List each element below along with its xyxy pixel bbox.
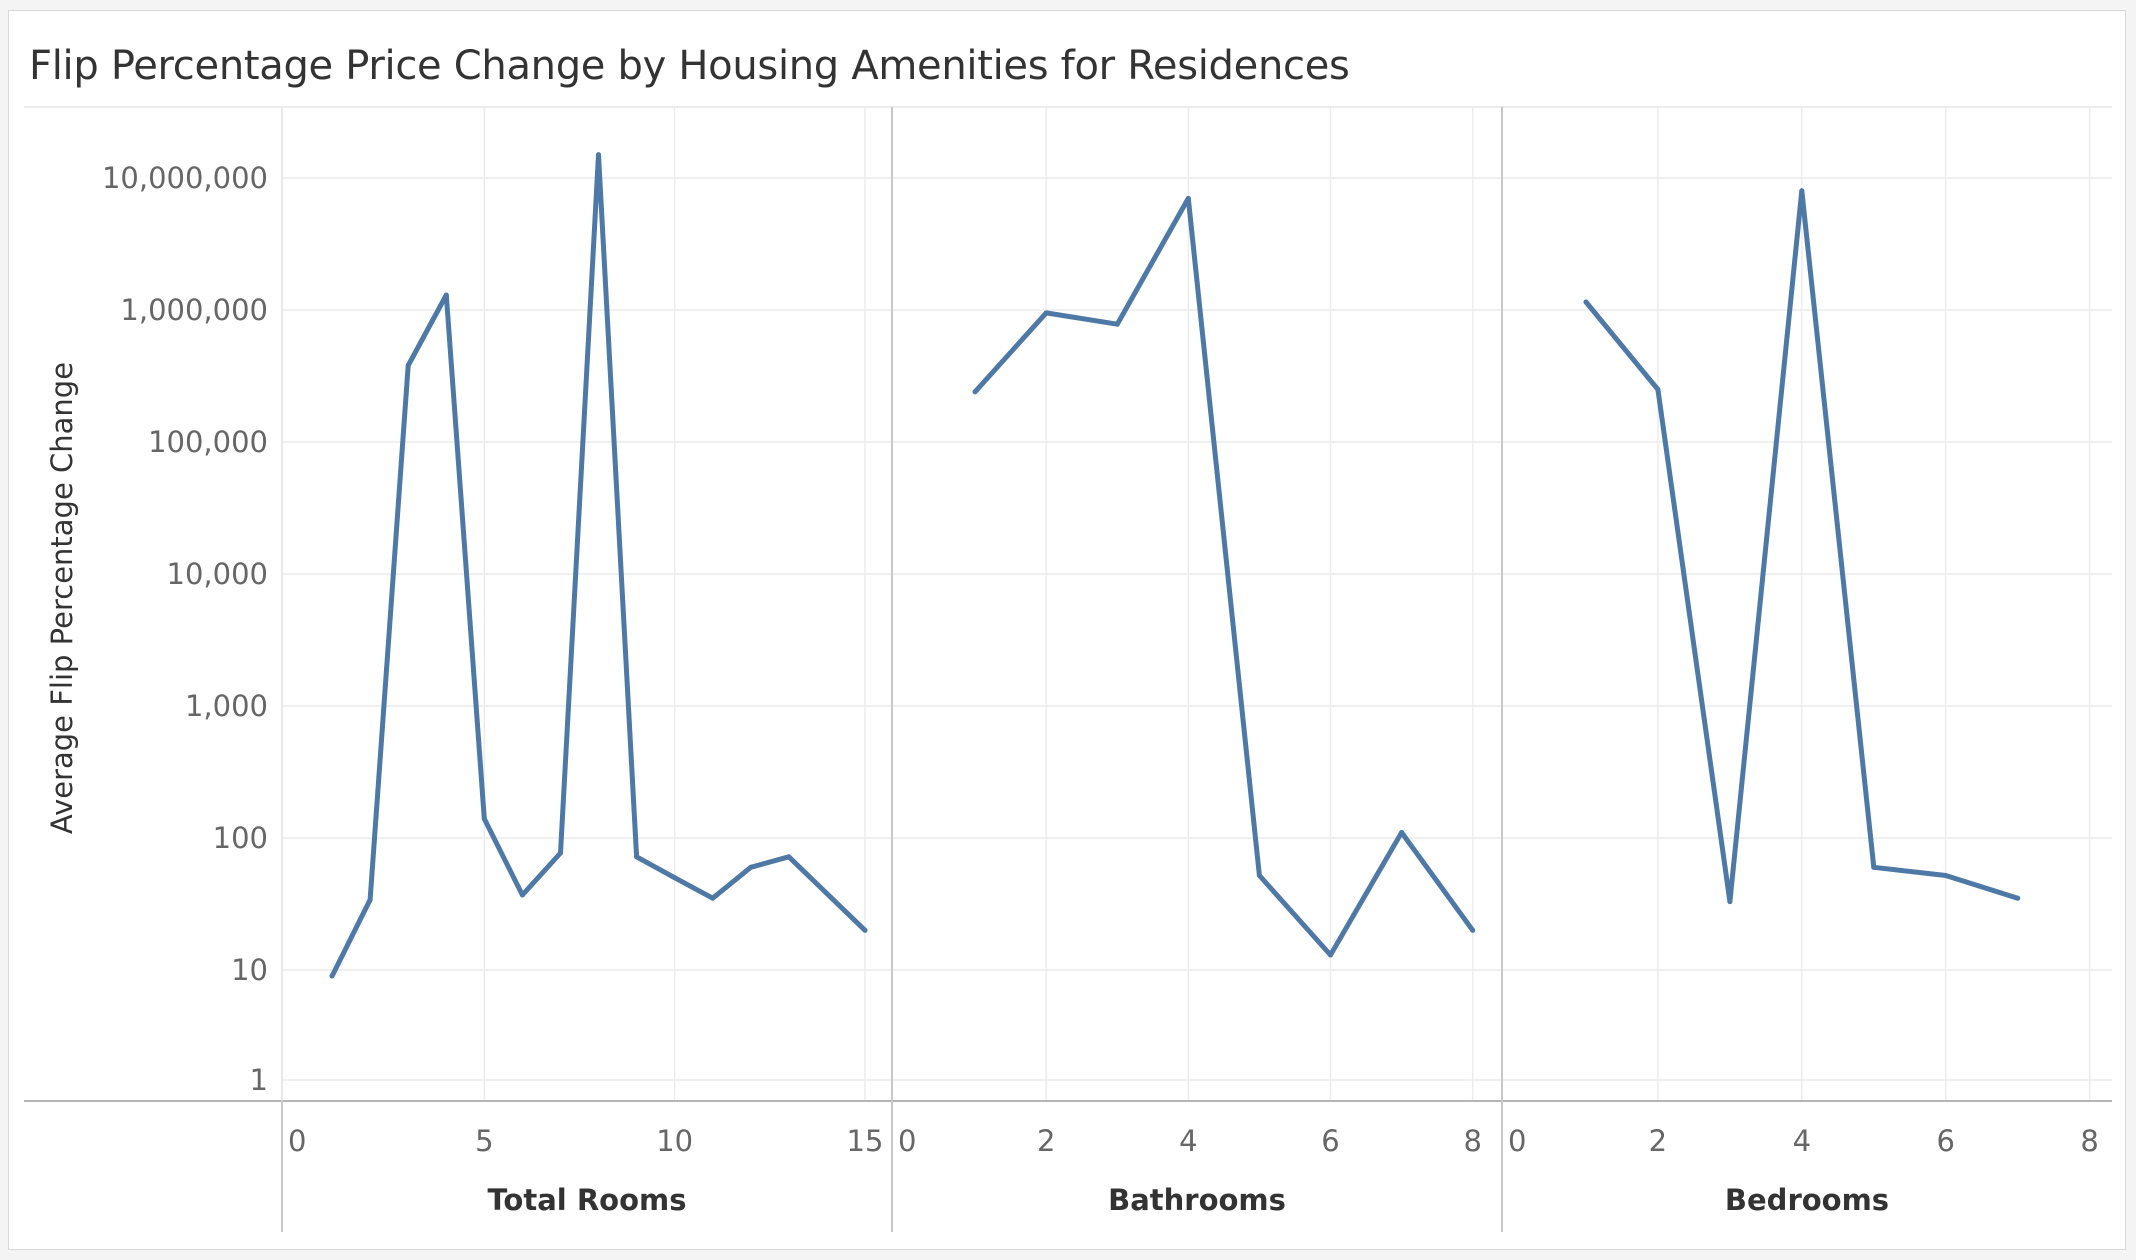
- x-tick-label: 8: [1463, 1124, 1481, 1158]
- y-tick-label: 100,000: [148, 425, 268, 459]
- data-point: [1727, 899, 1733, 905]
- data-point: [405, 362, 411, 368]
- data-point: [557, 850, 563, 856]
- chart-title: Flip Percentage Price Change by Housing …: [29, 43, 1350, 89]
- series-line: [329, 152, 868, 979]
- data-point: [2015, 895, 2021, 901]
- data-point: [634, 854, 640, 860]
- data-point: [972, 389, 978, 395]
- grid-layer: [282, 107, 2112, 1101]
- series-line: [972, 195, 1476, 958]
- y-tick-label: 1: [250, 1063, 268, 1097]
- data-point: [1943, 872, 1949, 878]
- data-point: [1043, 310, 1049, 316]
- x-tick-label: 15: [847, 1124, 884, 1158]
- data-point: [519, 892, 525, 898]
- x-axis-title: Bedrooms: [1725, 1183, 1889, 1217]
- x-tick-label: 4: [1793, 1124, 1811, 1158]
- x-tick-label: 5: [475, 1124, 493, 1158]
- series-layer: [329, 152, 2021, 979]
- x-tick-label: 2: [1037, 1124, 1055, 1158]
- chart-frame: Flip Percentage Price Change by Housing …: [8, 10, 2126, 1250]
- x-tick-label: 6: [1936, 1124, 1954, 1158]
- x-axis-title: Bathrooms: [1108, 1183, 1286, 1217]
- x-tick-label: 4: [1179, 1124, 1197, 1158]
- data-point: [596, 152, 602, 158]
- y-tick-label: 100: [213, 821, 268, 855]
- x-tick-label: 6: [1321, 1124, 1339, 1158]
- x-tick-label: 0: [288, 1124, 306, 1158]
- y-tick-label: 10,000,000: [102, 161, 268, 195]
- data-point: [1871, 864, 1877, 870]
- data-point: [1399, 830, 1405, 836]
- data-point: [367, 897, 373, 903]
- data-point: [329, 973, 335, 979]
- data-point: [1256, 872, 1262, 878]
- data-point: [481, 816, 487, 822]
- data-point: [1185, 195, 1191, 201]
- data-point: [748, 864, 754, 870]
- data-point: [710, 895, 716, 901]
- data-point: [672, 875, 678, 881]
- data-point: [1655, 386, 1661, 392]
- data-point: [1328, 952, 1334, 958]
- y-tick-label: 1,000: [185, 689, 268, 723]
- y-tick-label: 1,000,000: [120, 293, 268, 327]
- y-tick-label: 10,000: [167, 557, 268, 591]
- data-point: [1470, 927, 1476, 933]
- data-point: [786, 854, 792, 860]
- data-point: [1799, 188, 1805, 194]
- data-point: [862, 927, 868, 933]
- x-tick-label: 8: [2080, 1124, 2098, 1158]
- y-tick-label: 10: [231, 953, 268, 987]
- x-tick-label: 0: [1508, 1124, 1526, 1158]
- x-tick-label: 0: [898, 1124, 916, 1158]
- data-point: [443, 292, 449, 298]
- data-point: [1114, 321, 1120, 327]
- x-axis-title: Total Rooms: [488, 1183, 687, 1217]
- x-tick-label: 10: [656, 1124, 693, 1158]
- x-tick-label: 2: [1649, 1124, 1667, 1158]
- y-axis-title: Average Flip Percentage Change: [45, 362, 79, 834]
- data-point: [1583, 299, 1589, 305]
- frame-layer: [24, 106, 2112, 1232]
- tick-layer: 1101001,00010,000100,0001,000,00010,000,…: [102, 161, 2099, 1217]
